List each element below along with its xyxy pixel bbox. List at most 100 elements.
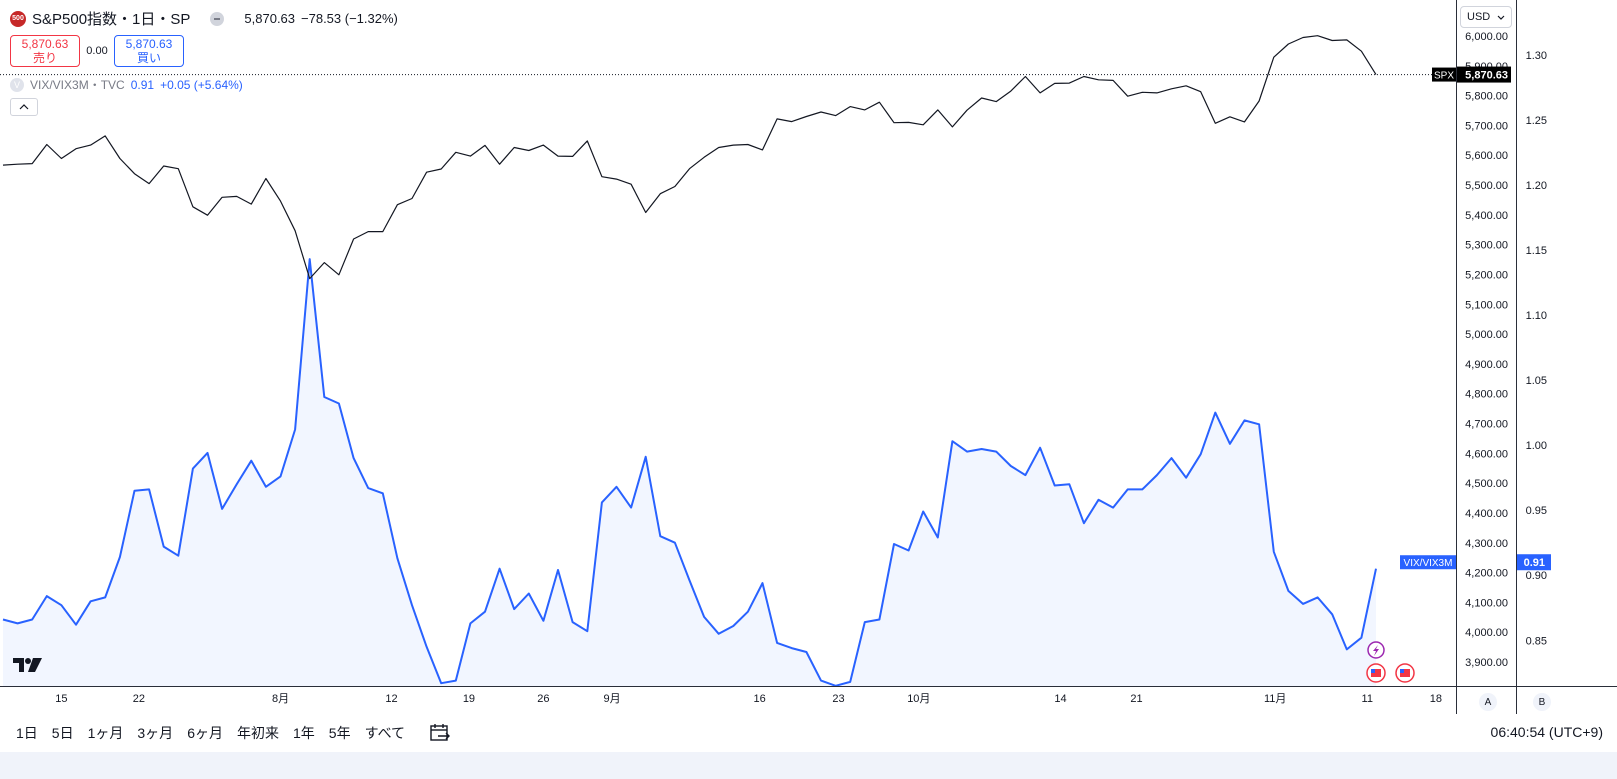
spx-data-point [279, 200, 282, 203]
range-1d[interactable]: 1日 [16, 725, 38, 741]
time-axis-tick-label: 9月 [604, 693, 621, 705]
spx-data-point [1331, 39, 1334, 42]
ratio-data-point [1082, 522, 1085, 525]
ratio-data-point [863, 621, 866, 624]
compare-value: 0.91 [130, 77, 155, 92]
range-1y[interactable]: 1年 [292, 725, 315, 741]
spx-axis-tick-label: 5,000.00 [1465, 329, 1508, 341]
ratio-data-point [542, 619, 545, 622]
chevron-up-icon [19, 104, 29, 110]
currency-select[interactable]: USD [1460, 6, 1512, 28]
range-ytd[interactable]: 年初来 [236, 725, 279, 741]
range-6m[interactable]: 6ヶ月 [187, 725, 223, 741]
spx-axis-tick-label: 5,600.00 [1465, 150, 1508, 162]
range-5d[interactable]: 5日 [51, 725, 74, 741]
time-axis-tick-label: 8月 [272, 693, 289, 705]
ratio-data-point [1258, 423, 1261, 426]
currency-value: USD [1467, 11, 1491, 23]
lightning-event-bolt [1373, 645, 1379, 656]
spx-axis-tick-label: 3,900.00 [1465, 657, 1508, 669]
compare-legend[interactable]: V VIX/VIX3M・TVC 0.91 +0.05 (+5.64%) [10, 76, 243, 93]
chevron-down-icon [1497, 15, 1505, 20]
auto-scale-button-a[interactable]: A [1479, 693, 1497, 711]
ratio-axis-tick-label: 0.90 [1526, 570, 1547, 582]
ratio-data-point [1185, 476, 1188, 479]
time-axis-tick-label: 23 [832, 693, 844, 705]
spx-data-point [221, 196, 224, 199]
spx-axis-tick-label: 4,500.00 [1465, 478, 1508, 490]
last-price: 5,870.63 [244, 11, 296, 26]
ratio-data-point [980, 448, 983, 451]
ratio-data-point [454, 679, 457, 682]
ratio-data-point [1345, 648, 1348, 651]
spx-axis-tick-label: 4,200.00 [1465, 568, 1508, 580]
spx-data-point [45, 143, 48, 146]
spx-axis-tick-label: 5,700.00 [1465, 120, 1508, 132]
bottom-toolbar: 1日 5日 1ヶ月 3ヶ月 6ヶ月 年初来 1年 5年 すべて 06:40:54… [0, 714, 1617, 752]
us-flag-event-icon[interactable] [1366, 663, 1386, 683]
collapse-legend-button[interactable] [10, 98, 38, 116]
time-axis-tick-label: 21 [1130, 693, 1142, 705]
compare-change: +0.05 (+5.64%) [160, 77, 243, 92]
range-all[interactable]: すべて [364, 725, 406, 741]
ratio-data-point [484, 610, 487, 613]
ratio-data-point [411, 604, 414, 607]
ratio-data-point [1199, 453, 1202, 456]
ratio-data-point [936, 536, 939, 539]
lightning-event-icon[interactable] [1367, 641, 1385, 659]
calendar-goto-icon[interactable] [429, 723, 451, 743]
spx-data-point [16, 163, 19, 166]
ratio-data-point [16, 622, 19, 625]
clock-timezone[interactable]: 06:40:54 (UTC+9) [1490, 724, 1603, 740]
symbol-title[interactable]: S&P500指数・1日・SP [32, 11, 191, 28]
ratio-data-point [586, 630, 589, 633]
spx-data-point [1287, 43, 1290, 46]
time-axis-tick-label: 11 [1362, 693, 1373, 705]
ratio-data-point [1287, 589, 1290, 592]
spx-data-point [1024, 75, 1027, 78]
ratio-data-point [191, 467, 194, 470]
buy-button[interactable]: 5,870.63 買い [114, 35, 184, 67]
spx-data-point [1360, 50, 1363, 53]
spx-data-point [878, 101, 881, 104]
spx-data-point [630, 183, 633, 186]
bottom-strip [0, 752, 1617, 779]
ratio-data-point [1375, 567, 1378, 570]
spx-data-point [1170, 87, 1173, 90]
spx-data-point [527, 149, 530, 152]
tradingview-logo-icon[interactable] [13, 656, 43, 674]
spx-data-point [863, 108, 866, 111]
price-chart[interactable]: 6,000.005,900.005,800.005,700.005,600.00… [0, 0, 1617, 714]
ratio-data-point [89, 600, 92, 603]
auto-scale-button-b[interactable]: B [1533, 693, 1551, 711]
ratio-data-point [352, 457, 355, 460]
spx-axis-tick-label: 6,000.00 [1465, 31, 1508, 43]
ratio-data-point [1039, 446, 1042, 449]
spx-data-point [1199, 90, 1202, 93]
spread-value: 0.00 [86, 45, 108, 57]
time-axis-tick-label: 19 [463, 693, 475, 705]
spx-data-point [104, 134, 107, 137]
range-1m[interactable]: 1ヶ月 [87, 725, 124, 741]
spx-data-point [1302, 36, 1305, 39]
spx-data-point [440, 168, 443, 171]
vix-symbol-icon: V [10, 77, 24, 92]
spx-data-point [776, 117, 779, 120]
spx-data-point [498, 163, 501, 166]
spx-data-point [688, 167, 691, 170]
sell-button[interactable]: 5,870.63 売り [10, 35, 80, 67]
ratio-data-point [279, 475, 282, 478]
spx-data-point [381, 230, 384, 233]
spx-data-point [1228, 115, 1231, 118]
ratio-data-point [1272, 550, 1275, 553]
ratio-data-point [323, 396, 326, 399]
ratio-data-point [469, 622, 472, 625]
spx-data-point [703, 156, 706, 159]
range-5y[interactable]: 5年 [328, 725, 351, 741]
spx-data-point [571, 155, 574, 158]
ratio-data-point [1024, 474, 1027, 477]
spx-data-point [177, 167, 180, 170]
range-3m[interactable]: 3ヶ月 [137, 725, 174, 741]
us-flag-event-icon[interactable] [1395, 663, 1415, 683]
market-status-icon[interactable] [210, 11, 225, 26]
